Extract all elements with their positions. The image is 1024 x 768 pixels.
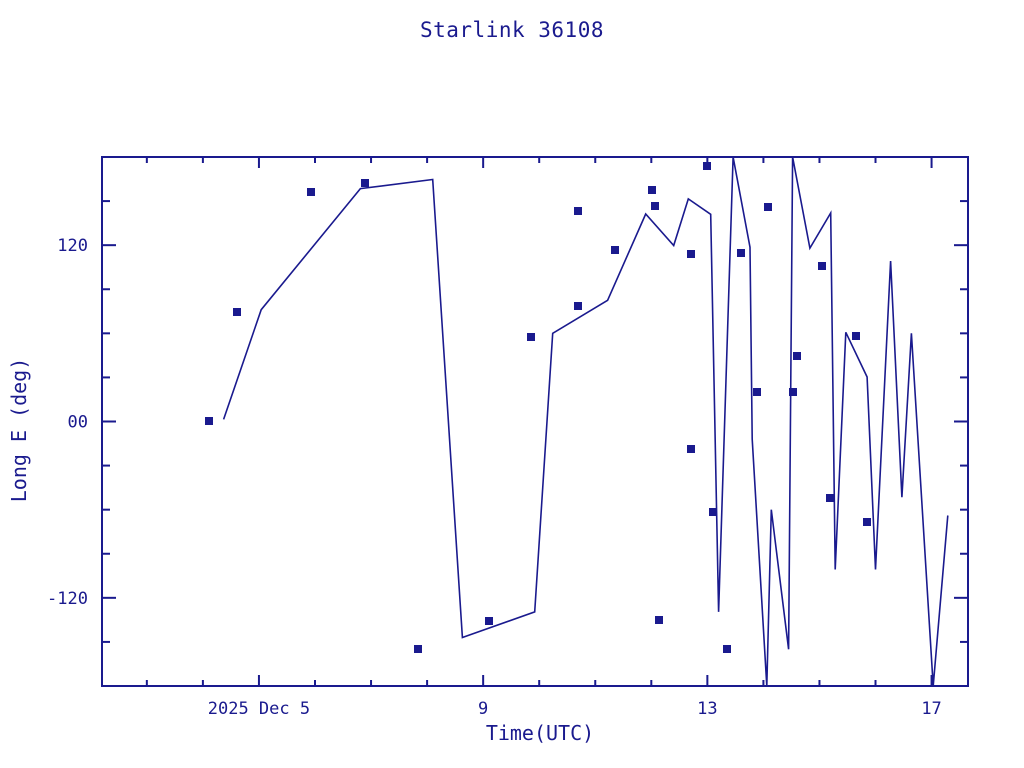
data-point-marker <box>485 617 493 625</box>
data-point-marker <box>527 333 535 341</box>
data-point-marker <box>764 203 772 211</box>
chart-title: Starlink 36108 <box>420 18 604 42</box>
data-point-marker <box>574 302 582 310</box>
data-point-marker <box>737 249 745 257</box>
data-point-marker <box>863 518 871 526</box>
data-point-marker <box>414 645 422 653</box>
x-axis-title: Time(UTC) <box>486 721 594 745</box>
data-point-marker <box>233 308 241 316</box>
y-tick-label: -120 <box>47 589 88 609</box>
data-point-marker <box>648 186 656 194</box>
data-point-marker <box>205 417 213 425</box>
data-point-marker <box>651 202 659 210</box>
series-line-long-e <box>222 158 949 685</box>
data-series-layer <box>205 158 949 685</box>
data-point-marker <box>703 162 711 170</box>
x-tick-label: 17 <box>921 699 941 719</box>
data-point-marker <box>789 388 797 396</box>
x-axis-tick-labels: 2025 Dec 5 9 13 17 <box>208 699 942 719</box>
data-point-marker <box>709 508 717 516</box>
data-point-marker <box>723 645 731 653</box>
data-point-marker <box>852 332 860 340</box>
data-point-marker <box>307 188 315 196</box>
data-point-marker <box>574 207 582 215</box>
data-point-marker <box>687 445 695 453</box>
y-tick-label: 00 <box>68 413 88 433</box>
x-tick-label: 13 <box>697 699 717 719</box>
y-tick-label: 120 <box>57 236 88 256</box>
data-point-marker <box>611 246 619 254</box>
data-point-marker <box>361 179 369 187</box>
y-axis-title: Long E (deg) <box>7 358 31 503</box>
x-tick-label: 2025 Dec 5 <box>208 699 310 719</box>
series-markers-long-e <box>205 162 871 653</box>
data-point-marker <box>687 250 695 258</box>
data-point-marker <box>655 616 663 624</box>
data-point-marker <box>793 352 801 360</box>
x-tick-label: 9 <box>478 699 488 719</box>
data-point-marker <box>826 494 834 502</box>
y-axis-ticks <box>102 156 968 687</box>
data-point-marker <box>753 388 761 396</box>
y-axis-tick-labels: 120 00 -120 <box>47 236 88 609</box>
data-point-marker <box>818 262 826 270</box>
series-path <box>222 158 949 685</box>
